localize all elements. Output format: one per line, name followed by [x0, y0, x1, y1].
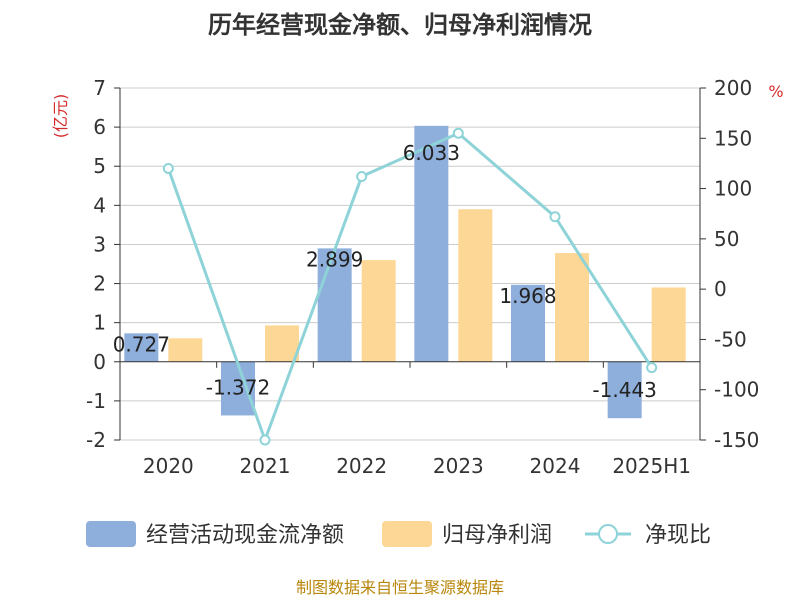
left-axis-tick-label: 6	[93, 115, 106, 139]
right-axis-tick-label: 100	[714, 177, 752, 201]
legend-swatch-ratio-marker	[598, 524, 618, 544]
ratio-line-layer	[162, 127, 658, 446]
right-axis-tick-label: 0	[714, 277, 727, 301]
left-axis-tick-label: 1	[93, 311, 106, 335]
left-axis-unit: (亿元)	[51, 94, 70, 139]
ratio-point	[549, 211, 561, 223]
left-axis-tick-label: -1	[86, 389, 106, 413]
legend-swatch-net-profit	[382, 521, 432, 547]
legend-item-cash-flow-label: 经营活动现金流净额	[146, 523, 344, 548]
cash-flow-bar	[511, 284, 545, 362]
x-axis-category-label: 2025H1	[612, 454, 691, 478]
net-profit-bar	[361, 260, 396, 362]
legend-item-cash-flow[interactable]: 经营活动现金流净额	[86, 521, 344, 548]
right-axis-tick-label: -100	[714, 378, 759, 402]
net-profit-bar	[458, 209, 493, 362]
ratio-line	[166, 131, 653, 445]
cash-flow-bar	[414, 125, 449, 362]
left-axis-tick-label: 5	[93, 154, 106, 178]
net-profit-bar	[651, 287, 686, 362]
right-axis-tick-label: 50	[714, 227, 739, 251]
axes-layer	[114, 87, 706, 441]
right-axis-tick-label: 150	[714, 126, 752, 150]
left-axis-tick-label: 3	[93, 232, 106, 256]
x-axis-category-label: 2023	[433, 454, 484, 478]
legend-item-ratio[interactable]: 净现比	[585, 523, 711, 548]
source-footer: 制图数据来自恒生聚源数据库	[296, 578, 504, 597]
cash-flow-data-label: 1.968	[499, 284, 556, 308]
grid-lines	[120, 87, 700, 441]
right-axis-tick-label: -150	[714, 428, 759, 452]
ratio-point	[646, 362, 658, 374]
x-axis-category-label: 2022	[336, 454, 387, 478]
ratio-point	[259, 434, 271, 446]
ratio-point	[452, 127, 464, 139]
left-axis-tick-label: 0	[93, 350, 106, 374]
legend-item-ratio-label: 净现比	[645, 523, 711, 548]
cash-flow-data-label: 6.033	[403, 141, 460, 165]
net-profit-bar	[168, 338, 203, 362]
cash-flow-data-label: -1.372	[206, 375, 270, 399]
ratio-point	[356, 171, 368, 183]
legend-item-net-profit-label: 归母净利润	[442, 523, 552, 548]
right-axis-tick-label: 200	[714, 76, 752, 100]
legend[interactable]: 经营活动现金流净额 归母净利润 净现比	[86, 521, 711, 548]
bars-layer	[124, 125, 686, 419]
legend-item-net-profit[interactable]: 归母净利润	[382, 521, 552, 548]
data-labels-layer: 0.727 -1.372 2.899 6.033 1.968 -1.443	[113, 141, 657, 402]
cash-flow-data-label: -1.443	[592, 378, 656, 402]
left-axis-tick-label: -2	[86, 428, 106, 452]
cash-flow-data-label: 0.727	[113, 332, 170, 356]
cash-flow-bar	[124, 333, 159, 362]
cash-flow-bar	[317, 248, 352, 362]
left-axis-tick-label: 4	[93, 193, 106, 217]
right-axis-unit: %	[768, 82, 783, 101]
tick-labels-layer: -2 -1 0 1 2 3 4 5 6 7 -150 -100 -50 0 50 100 150 200 2020 2…	[86, 76, 759, 478]
cash-flow-bar	[221, 361, 255, 416]
chart-title: 历年经营现金净额、归母净利润情况	[208, 11, 592, 39]
cash-flow-bar	[607, 361, 642, 419]
x-axis-category-label: 2021	[240, 454, 291, 478]
left-axis-tick-label: 2	[93, 272, 106, 296]
ratio-point	[162, 162, 174, 174]
legend-swatch-cash-flow	[86, 521, 136, 547]
right-axis-tick-label: -50	[714, 327, 747, 351]
x-axis-category-label: 2020	[143, 454, 194, 478]
left-axis-tick-label: 7	[93, 76, 106, 100]
x-axis-category-label: 2024	[530, 454, 581, 478]
net-profit-bar	[265, 325, 299, 362]
cash-flow-data-label: 2.899	[306, 247, 363, 271]
net-profit-bar	[555, 253, 589, 362]
